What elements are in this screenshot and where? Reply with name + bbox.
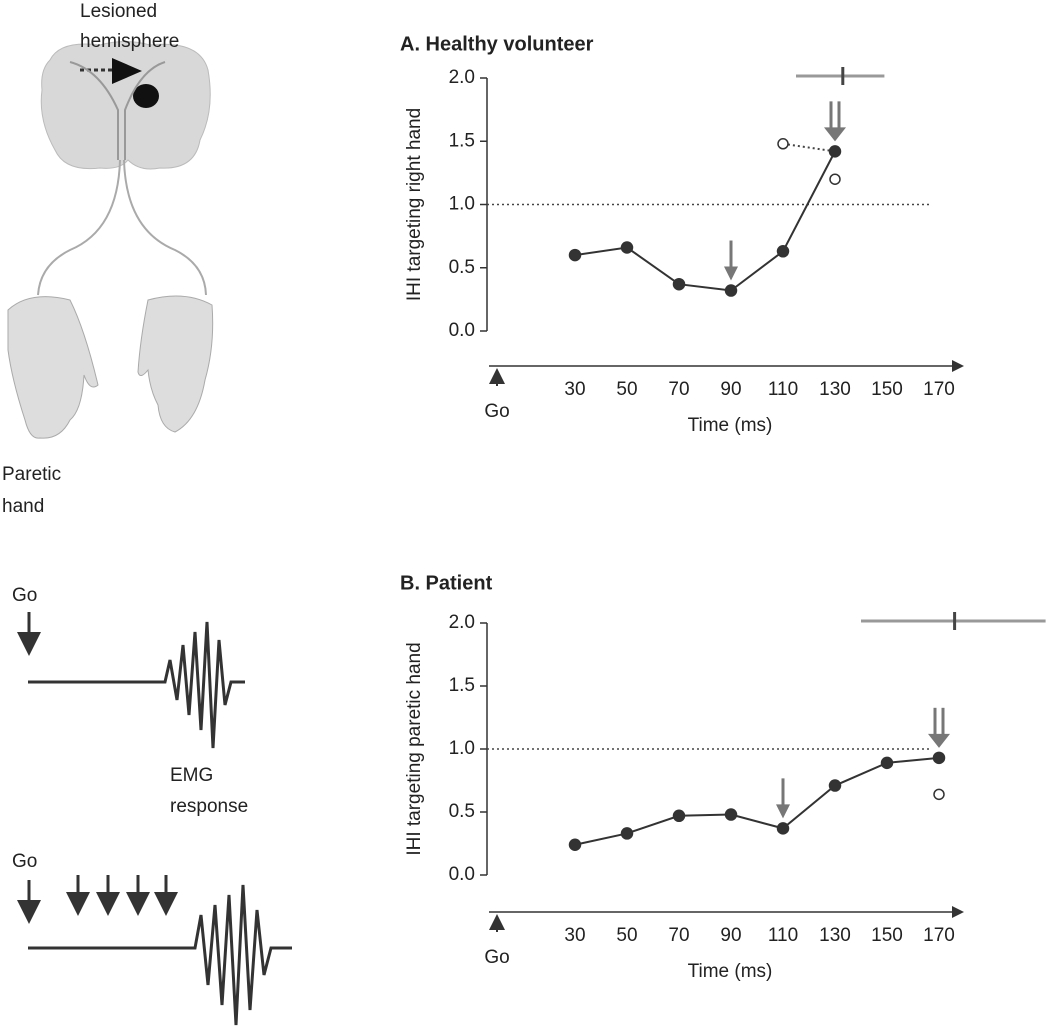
x-axis-label: Time (ms) (688, 961, 773, 982)
x-tick-label: 90 (720, 925, 741, 946)
x-tick-label: 50 (616, 925, 637, 946)
y-tick-label: 1.0 (449, 194, 475, 215)
x-tick-label: 110 (768, 925, 798, 946)
y-tick-label: 0.0 (449, 864, 475, 885)
y-tick-label: 1.5 (449, 675, 475, 696)
hands-illustration (7, 295, 214, 439)
x-tick-label: 30 (564, 379, 585, 400)
x-tick-label: 110 (768, 379, 798, 400)
x-tick-label: 70 (668, 379, 689, 400)
y-axis-label: IHI targeting right hand (404, 108, 425, 301)
data-point (828, 145, 842, 158)
x-tick-label: 70 (668, 925, 689, 946)
x-tick-label: 130 (819, 379, 851, 400)
y-tick-label: 0.0 (449, 320, 475, 341)
data-point (724, 284, 738, 297)
arrow-head (776, 804, 790, 819)
data-point (672, 809, 686, 823)
data-point (620, 241, 634, 254)
x-tick-label: 30 (564, 925, 585, 946)
y-tick-label: 2.0 (449, 67, 475, 88)
x-axis-label: Time (ms) (688, 415, 773, 436)
connector (782, 142, 836, 153)
go-label: Go (12, 585, 37, 606)
y-tick-label: 2.0 (449, 612, 475, 633)
data-point (932, 751, 946, 765)
data-point (620, 827, 634, 840)
brain-illustration (37, 41, 211, 296)
data-point (777, 138, 789, 150)
chart-title: A. Healthy volunteer (400, 33, 594, 55)
arrow-head (824, 127, 846, 142)
y-tick-label: 0.5 (449, 257, 475, 278)
x-tick-label: 130 (819, 925, 851, 946)
chart-title: B. Patient (400, 572, 493, 594)
data-point (933, 788, 945, 801)
emg-label: response (170, 796, 248, 817)
go-label: Go (484, 401, 509, 422)
go-label: Go (12, 851, 37, 872)
data-point (776, 822, 790, 835)
hand-label: hand (2, 496, 44, 517)
x-tick-label: 90 (720, 379, 741, 400)
go-label: Go (484, 947, 509, 968)
y-axis-label: IHI targeting paretic hand (404, 642, 425, 855)
data-point (829, 173, 841, 185)
arrow-head (724, 266, 738, 281)
y-tick-label: 0.5 (449, 801, 475, 822)
emg-illustration (17, 612, 292, 1026)
series-line (574, 150, 836, 292)
x-tick-label: 50 (616, 379, 637, 400)
data-point (724, 808, 738, 821)
series-line (574, 756, 940, 846)
hand-label: Paretic (2, 464, 61, 485)
y-tick-label: 1.0 (449, 738, 475, 759)
data-point (672, 277, 686, 291)
data-point (568, 838, 582, 852)
lesion-label: hemisphere (80, 31, 179, 52)
x-tick-label: 150 (871, 379, 903, 400)
data-point (568, 248, 582, 262)
arrow-head (928, 733, 950, 748)
emg-label: EMG (170, 765, 213, 786)
data-point (880, 756, 894, 770)
x-tick-label: 150 (871, 925, 903, 946)
data-point (776, 245, 790, 258)
lesion-label: Lesioned (80, 1, 157, 22)
y-tick-label: 1.5 (449, 130, 475, 151)
data-point (828, 779, 842, 792)
x-tick-label: 170 (923, 925, 955, 946)
x-tick-label: 170 (923, 379, 955, 400)
